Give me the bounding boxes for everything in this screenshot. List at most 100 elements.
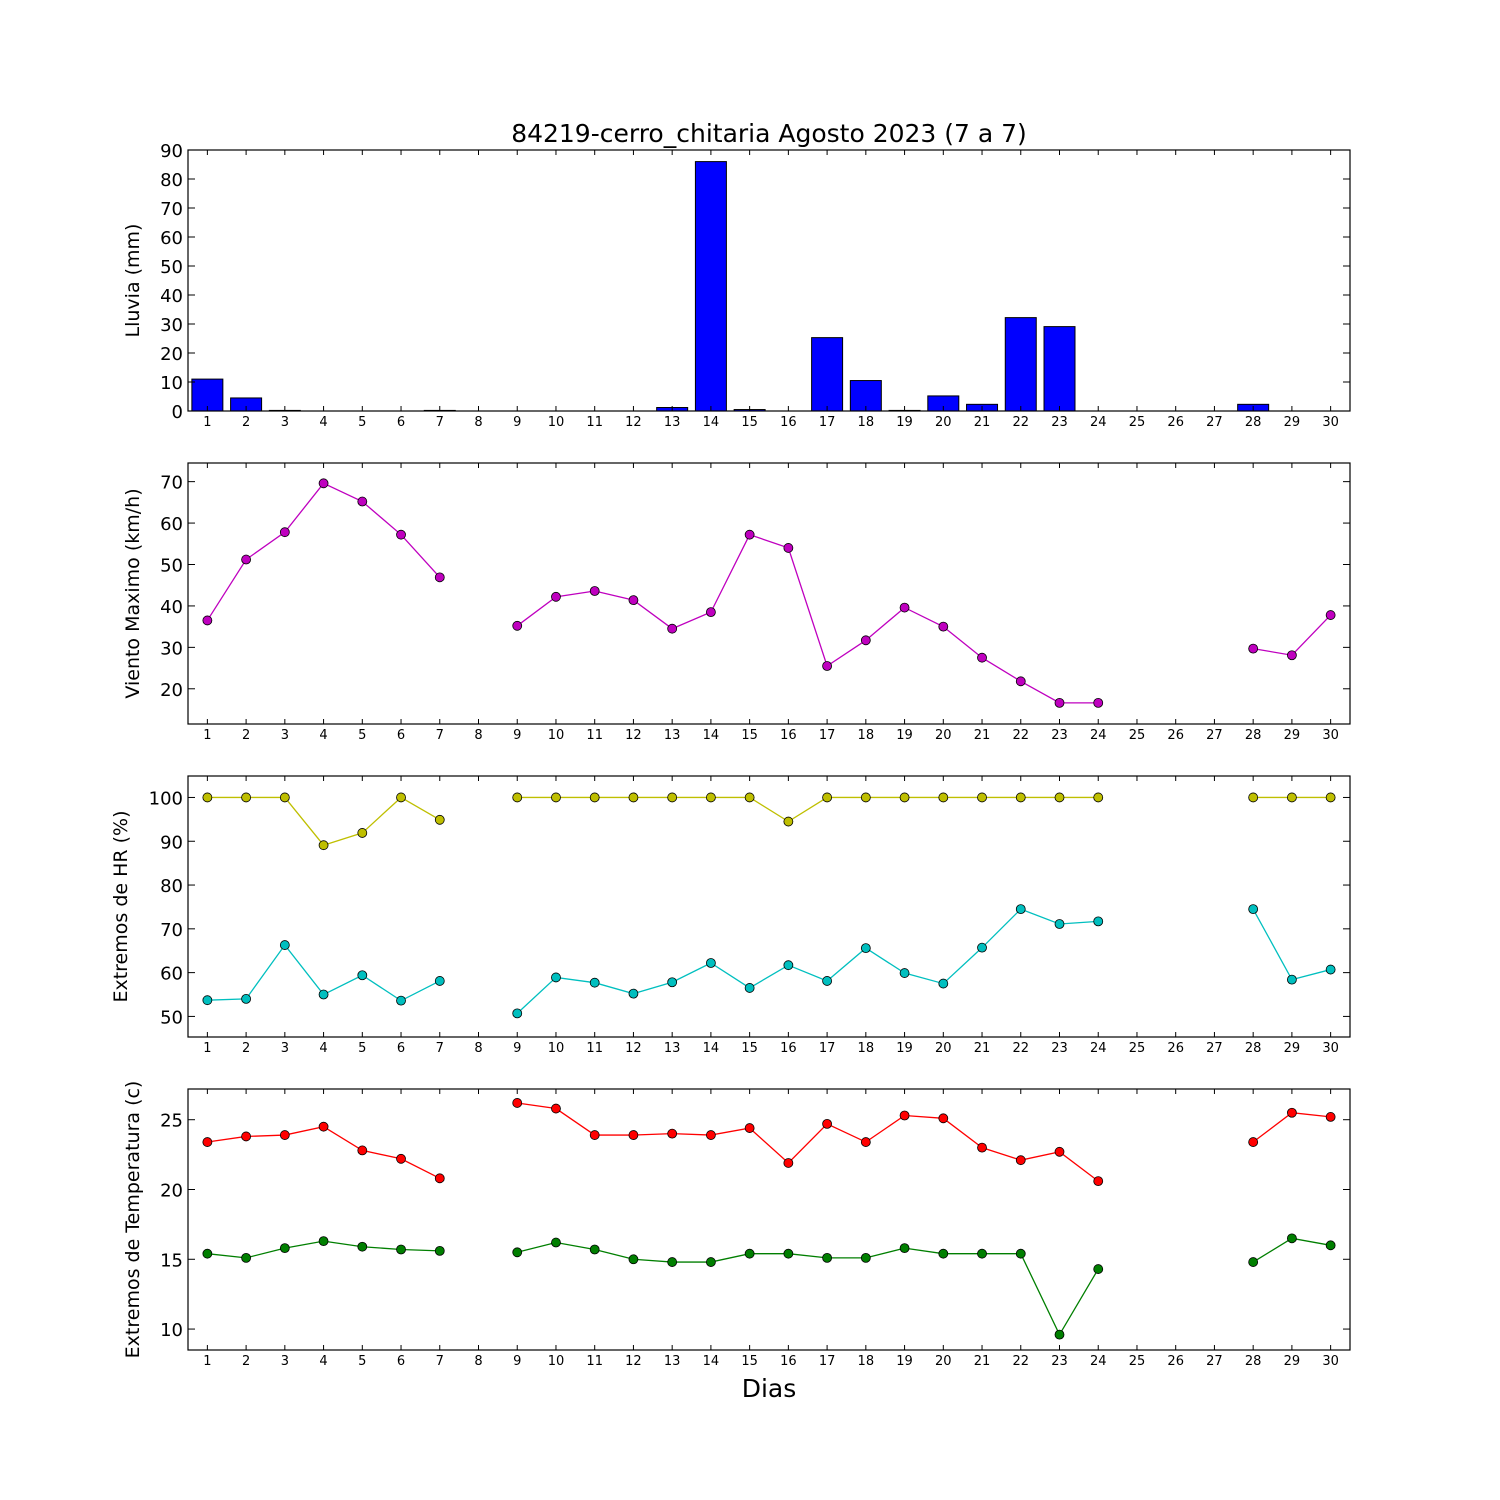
plot-frame-viento bbox=[187, 462, 1351, 725]
point-hr-0-day-23 bbox=[1054, 792, 1065, 803]
xtick-label-lluvia-3: 3 bbox=[281, 415, 289, 430]
ytick-label-viento-30: 30 bbox=[160, 638, 183, 659]
series-line-temperatura-0-1 bbox=[517, 1102, 1099, 1182]
point-temperatura-0-day-2 bbox=[241, 1131, 252, 1142]
ytick-label-lluvia-10: 10 bbox=[160, 373, 183, 394]
xtick-label-lluvia-18: 18 bbox=[858, 415, 875, 430]
x-axis-label: Dias bbox=[742, 1374, 797, 1403]
series-line-hr-0-1 bbox=[517, 796, 1099, 823]
point-hr-0-day-18 bbox=[860, 792, 871, 803]
xtick-label-temperatura-25: 25 bbox=[1129, 1354, 1146, 1369]
xtick-label-hr-29: 29 bbox=[1284, 1041, 1301, 1056]
point-viento-0-day-29 bbox=[1287, 650, 1297, 661]
bar-day-14 bbox=[694, 161, 727, 412]
point-viento-0-day-15 bbox=[744, 529, 755, 540]
point-temperatura-1-day-13 bbox=[667, 1257, 678, 1267]
ytick-label-lluvia-90: 90 bbox=[160, 141, 183, 162]
point-temperatura-0-day-28 bbox=[1248, 1137, 1259, 1147]
xtick-label-viento-6: 6 bbox=[397, 728, 405, 743]
ytick-label-lluvia-30: 30 bbox=[160, 315, 183, 336]
point-hr-0-day-21 bbox=[977, 792, 987, 803]
point-temperatura-1-day-29 bbox=[1287, 1233, 1297, 1244]
xtick-label-viento-18: 18 bbox=[858, 728, 875, 743]
point-hr-1-day-2 bbox=[241, 994, 252, 1004]
point-hr-1-day-23 bbox=[1054, 919, 1065, 929]
xtick-label-viento-5: 5 bbox=[358, 728, 366, 743]
point-hr-1-day-22 bbox=[1015, 904, 1026, 915]
xtick-label-viento-2: 2 bbox=[242, 728, 250, 743]
point-viento-0-day-1 bbox=[202, 615, 213, 626]
point-temperatura-1-day-7 bbox=[434, 1246, 445, 1256]
point-hr-0-day-15 bbox=[744, 792, 755, 803]
xtick-label-hr-16: 16 bbox=[780, 1041, 797, 1056]
xtick-label-lluvia-25: 25 bbox=[1129, 415, 1146, 430]
xtick-label-temperatura-2: 2 bbox=[242, 1354, 250, 1369]
point-temperatura-0-day-12 bbox=[628, 1130, 639, 1140]
ytick-label-hr-80: 80 bbox=[160, 876, 183, 897]
point-temperatura-1-day-19 bbox=[899, 1243, 910, 1254]
xtick-label-viento-17: 17 bbox=[819, 728, 836, 743]
xtick-label-temperatura-6: 6 bbox=[397, 1354, 405, 1369]
point-hr-0-day-6 bbox=[396, 792, 406, 803]
xtick-label-temperatura-18: 18 bbox=[858, 1354, 875, 1369]
xtick-label-temperatura-30: 30 bbox=[1322, 1354, 1339, 1369]
point-hr-1-day-28 bbox=[1248, 904, 1259, 915]
xtick-label-temperatura-3: 3 bbox=[281, 1354, 289, 1369]
xtick-label-lluvia-2: 2 bbox=[242, 415, 250, 430]
xtick-label-hr-27: 27 bbox=[1206, 1041, 1223, 1056]
xtick-label-temperatura-29: 29 bbox=[1284, 1354, 1301, 1369]
point-hr-0-day-2 bbox=[241, 792, 252, 803]
point-temperatura-0-day-5 bbox=[357, 1145, 368, 1156]
point-temperatura-1-day-4 bbox=[318, 1236, 329, 1247]
point-temperatura-1-day-3 bbox=[279, 1243, 290, 1254]
xtick-label-viento-9: 9 bbox=[513, 728, 521, 743]
ytick-label-lluvia-70: 70 bbox=[160, 199, 183, 220]
point-temperatura-1-day-5 bbox=[357, 1241, 368, 1252]
point-hr-1-day-20 bbox=[938, 978, 949, 989]
point-temperatura-0-day-18 bbox=[860, 1137, 871, 1147]
xtick-label-hr-21: 21 bbox=[974, 1041, 991, 1056]
xtick-label-temperatura-8: 8 bbox=[474, 1354, 482, 1369]
xtick-label-temperatura-14: 14 bbox=[703, 1354, 720, 1369]
point-temperatura-1-day-15 bbox=[744, 1248, 755, 1259]
point-temperatura-1-day-11 bbox=[589, 1244, 600, 1255]
xtick-label-hr-8: 8 bbox=[474, 1041, 482, 1056]
point-temperatura-0-day-19 bbox=[899, 1110, 910, 1121]
point-hr-0-day-7 bbox=[434, 814, 445, 825]
xtick-label-lluvia-1: 1 bbox=[203, 415, 211, 430]
xtick-label-temperatura-26: 26 bbox=[1167, 1354, 1184, 1369]
point-hr-0-day-12 bbox=[628, 792, 639, 803]
point-hr-0-day-5 bbox=[357, 828, 368, 838]
xtick-label-lluvia-12: 12 bbox=[625, 415, 642, 430]
xtick-label-lluvia-8: 8 bbox=[474, 415, 482, 430]
point-hr-1-day-10 bbox=[551, 972, 561, 983]
point-viento-0-day-7 bbox=[434, 572, 445, 583]
point-temperatura-1-day-14 bbox=[706, 1257, 716, 1267]
ytick-label-lluvia-80: 80 bbox=[160, 170, 183, 191]
xtick-label-hr-25: 25 bbox=[1129, 1041, 1146, 1056]
point-temperatura-0-day-24 bbox=[1093, 1176, 1104, 1187]
ytick-label-hr-50: 50 bbox=[160, 1007, 183, 1028]
xtick-label-viento-4: 4 bbox=[319, 728, 327, 743]
ytick-label-lluvia-60: 60 bbox=[160, 228, 183, 249]
series-line-temperatura-1-1 bbox=[517, 1241, 1099, 1337]
xtick-label-viento-19: 19 bbox=[896, 728, 913, 743]
point-hr-0-day-13 bbox=[667, 792, 678, 803]
xtick-label-viento-20: 20 bbox=[935, 728, 952, 743]
point-viento-0-day-6 bbox=[396, 529, 406, 540]
xtick-label-temperatura-4: 4 bbox=[319, 1354, 327, 1369]
point-viento-0-day-10 bbox=[551, 591, 561, 602]
point-temperatura-1-day-10 bbox=[551, 1237, 561, 1248]
point-hr-0-day-9 bbox=[512, 792, 523, 803]
point-hr-1-day-14 bbox=[706, 958, 716, 968]
ytick-label-temperatura-10: 10 bbox=[160, 1320, 183, 1341]
point-hr-1-day-11 bbox=[589, 977, 600, 988]
bar-day-23 bbox=[1043, 326, 1076, 412]
xtick-label-lluvia-20: 20 bbox=[935, 415, 952, 430]
point-temperatura-0-day-3 bbox=[279, 1130, 290, 1140]
point-hr-0-day-28 bbox=[1248, 792, 1259, 803]
xtick-label-lluvia-4: 4 bbox=[319, 415, 327, 430]
point-hr-0-day-14 bbox=[706, 792, 716, 803]
